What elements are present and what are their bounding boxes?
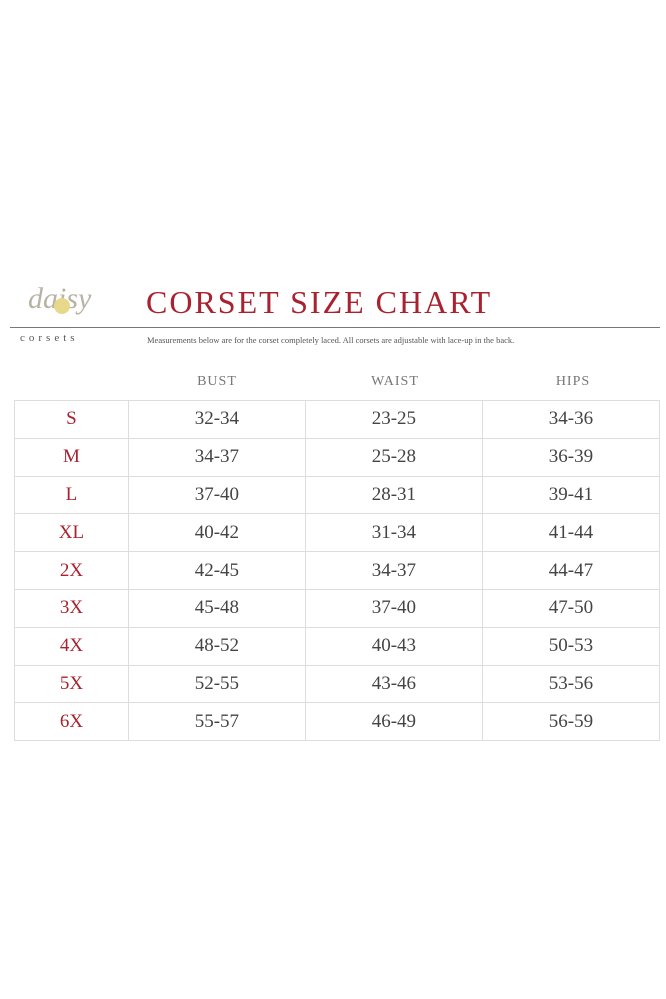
table-row: 2X 42-45 34-37 44-47 <box>14 551 661 590</box>
cell-waist: 43-46 <box>304 664 483 704</box>
divider <box>10 327 660 328</box>
table-row: M 34-37 25-28 36-39 <box>14 437 661 477</box>
table-row: 4X 48-52 40-43 50-53 <box>14 626 661 666</box>
cell-hips: 47-50 <box>481 588 661 628</box>
cell-hips: 36-39 <box>481 437 661 477</box>
cell-waist: 37-40 <box>304 588 483 628</box>
cell-waist: 28-31 <box>304 475 483 515</box>
cell-bust: 42-45 <box>127 551 306 590</box>
cell-bust: 34-37 <box>127 437 306 477</box>
cell-hips: 34-36 <box>481 400 661 439</box>
cell-bust: 52-55 <box>127 664 306 704</box>
size-table: S 32-34 23-25 34-36 M 34-37 25-28 36-39 L 37-40 28… <box>14 400 661 742</box>
cell-hips: 50-53 <box>481 626 661 666</box>
table-row: XL 40-42 31-34 41-44 <box>14 513 661 553</box>
cell-size: 3X <box>14 588 129 628</box>
cell-hips: 53-56 <box>481 664 661 704</box>
cell-size: XL <box>14 513 129 553</box>
cell-hips: 39-41 <box>481 475 661 515</box>
cell-waist: 25-28 <box>304 437 483 477</box>
header-waist: WAIST <box>371 374 419 389</box>
cell-bust: 32-34 <box>127 400 306 439</box>
table-row: 3X 45-48 37-40 47-50 <box>14 588 661 628</box>
cell-waist: 31-34 <box>304 513 483 553</box>
cell-waist: 40-43 <box>304 626 483 666</box>
flower-icon <box>54 298 70 314</box>
cell-size: 5X <box>14 664 129 704</box>
cell-waist: 23-25 <box>304 400 483 439</box>
brand-logo: daisy corsets <box>6 270 136 350</box>
cell-waist: 34-37 <box>304 551 483 590</box>
page-title: CORSET SIZE CHART <box>146 284 493 320</box>
cell-size: M <box>14 437 129 477</box>
table-row: 5X 52-55 43-46 53-56 <box>14 664 661 704</box>
subtitle: Measurements below are for the corset co… <box>147 335 515 345</box>
header-hips: HIPS <box>555 374 591 389</box>
cell-hips: 44-47 <box>481 551 661 590</box>
table-row: L 37-40 28-31 39-41 <box>14 475 661 515</box>
cell-bust: 40-42 <box>127 513 306 553</box>
cell-bust: 37-40 <box>127 475 306 515</box>
cell-hips: 56-59 <box>481 702 661 742</box>
header-bust: BUST <box>197 374 237 389</box>
cell-bust: 45-48 <box>127 588 306 628</box>
table-row: 6X 55-57 46-49 56-59 <box>14 702 661 742</box>
table-row: S 32-34 23-25 34-36 <box>14 400 661 439</box>
cell-size: L <box>14 475 129 515</box>
cell-hips: 41-44 <box>481 513 661 553</box>
cell-size: 6X <box>14 702 129 742</box>
cell-bust: 48-52 <box>127 626 306 666</box>
cell-waist: 46-49 <box>304 702 483 742</box>
logo-word: corsets <box>20 332 79 344</box>
cell-size: S <box>14 400 129 439</box>
cell-size: 2X <box>14 551 129 590</box>
cell-bust: 55-57 <box>127 702 306 742</box>
cell-size: 4X <box>14 626 129 666</box>
